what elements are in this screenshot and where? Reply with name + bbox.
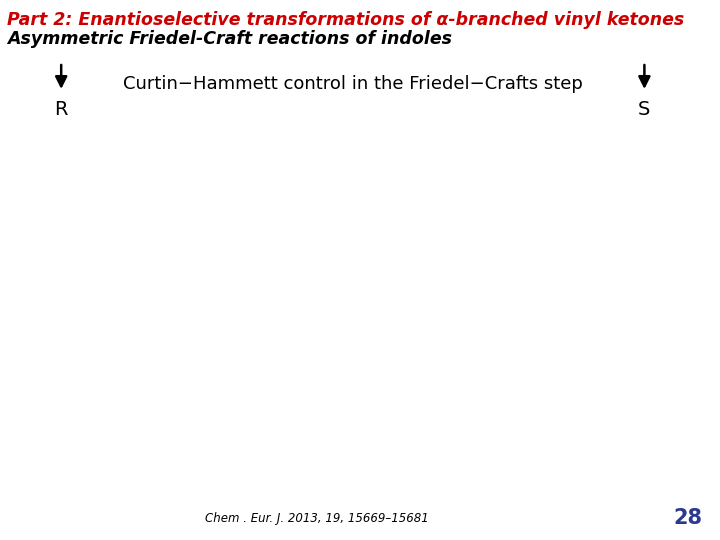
Text: Curtin−Hammett control in the Friedel−Crafts step: Curtin−Hammett control in the Friedel−Cr… — [123, 75, 582, 93]
Text: Chem . Eur. J. 2013, 19, 15669–15681: Chem . Eur. J. 2013, 19, 15669–15681 — [205, 512, 428, 525]
Text: Asymmetric Friedel-Craft reactions of indoles: Asymmetric Friedel-Craft reactions of in… — [7, 30, 452, 48]
Text: R: R — [55, 100, 68, 119]
Text: S: S — [638, 100, 651, 119]
Text: 28: 28 — [673, 508, 702, 529]
Bar — [0, 43, 720, 486]
Text: Part 2: Enantioselective transformations of α-branched vinyl ketones: Part 2: Enantioselective transformations… — [7, 11, 685, 29]
